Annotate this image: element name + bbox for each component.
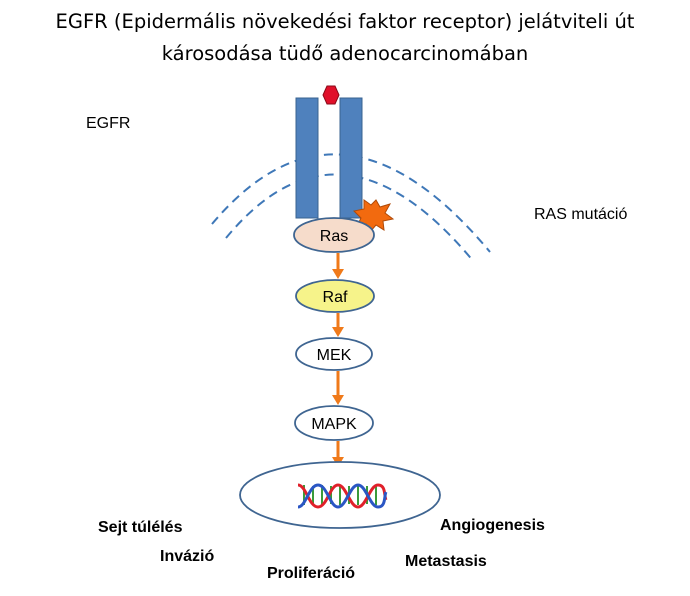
egfr-receptor-left-subunit — [295, 97, 319, 219]
arrow-ras-to-raf — [332, 253, 344, 279]
dna-helix-icon — [297, 483, 388, 509]
ligand-hexagon — [322, 85, 340, 105]
arrow-raf-to-mek — [332, 313, 344, 337]
raf-node-label: Raf — [323, 289, 348, 306]
page-title-line-2: károsodása tüdő adenocarcinomában — [161, 42, 529, 65]
outcome-cell-survival: Sejt túlélés — [98, 519, 183, 536]
egfr-label: EGFR — [86, 115, 131, 132]
outcome-invasion: Invázió — [160, 548, 215, 565]
egfr-receptor-right-subunit — [339, 97, 363, 219]
arrow-mek-to-mapk — [332, 371, 344, 405]
raf-node — [295, 279, 375, 313]
mapk-node — [294, 405, 374, 441]
ras-mutation-label: RAS mutáció — [534, 206, 628, 223]
outcome-angiogenesis: Angiogenesis — [440, 517, 545, 534]
outcome-proliferation: Proliferáció — [267, 565, 356, 582]
ras-node-label: Ras — [320, 228, 348, 245]
mek-node — [295, 337, 373, 371]
page-title-line-1: EGFR (Epidermális növekedési faktor rece… — [55, 10, 635, 33]
mek-node-label: MEK — [317, 347, 352, 364]
ras-node — [293, 217, 375, 253]
outcome-metastasis: Metastasis — [405, 553, 487, 570]
mapk-node-label: MAPK — [311, 416, 357, 433]
